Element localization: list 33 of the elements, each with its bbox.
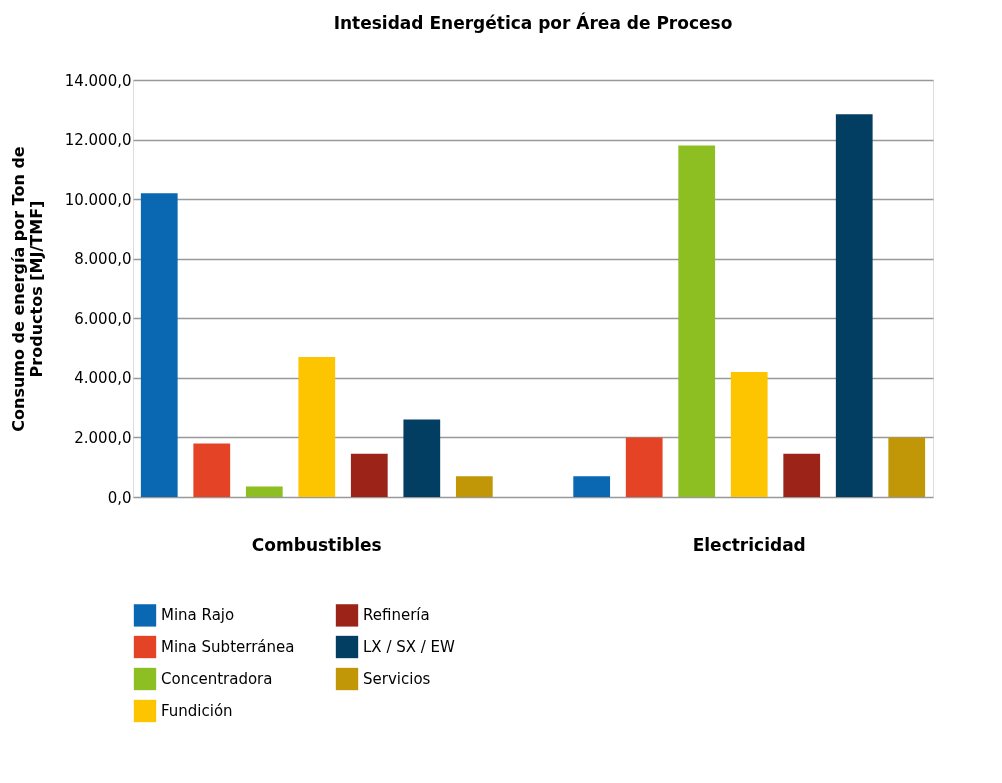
legend-label: Mina Rajo	[161, 606, 235, 625]
chart-title: Intesidad Energética por Área de Proceso	[333, 12, 733, 33]
bar	[573, 476, 611, 497]
y-tick-label: 2.000,0	[74, 428, 132, 447]
bar	[245, 486, 283, 497]
y-tick-label: 10.000,0	[64, 190, 132, 209]
bar	[140, 193, 178, 497]
legend-label: LX / SX / EW	[363, 638, 456, 656]
legend-label: Servicios	[363, 670, 431, 688]
bar	[455, 476, 493, 497]
y-tick-label: 6.000,0	[74, 309, 132, 328]
legend-label: Mina Subterránea	[161, 638, 295, 656]
y-tick-label: 12.000,0	[64, 131, 132, 150]
bar	[835, 114, 873, 497]
bar	[403, 419, 441, 497]
legend-label: Concentradora	[161, 670, 273, 688]
bar	[678, 145, 716, 497]
bar	[350, 453, 388, 497]
bar	[193, 443, 231, 497]
y-tick-label: 8.000,0	[74, 250, 132, 269]
bar	[783, 453, 821, 497]
y-tick-label: 4.000,0	[74, 369, 132, 388]
legend-label: Refinería	[363, 606, 430, 625]
bar	[730, 371, 768, 497]
x-tick-label: Combustibles	[251, 534, 382, 555]
bar	[625, 437, 663, 497]
bar	[298, 357, 336, 497]
legend-label: Fundición	[161, 702, 233, 720]
y-tick-label: 14.000,0	[64, 71, 132, 90]
y-axis-title: Consumo de energía por Ton de Productos [MJ/TMF]	[8, 146, 46, 432]
y-tick-label: 0,0	[107, 488, 132, 507]
x-tick-label: Electricidad	[692, 534, 806, 555]
bar	[888, 437, 926, 497]
